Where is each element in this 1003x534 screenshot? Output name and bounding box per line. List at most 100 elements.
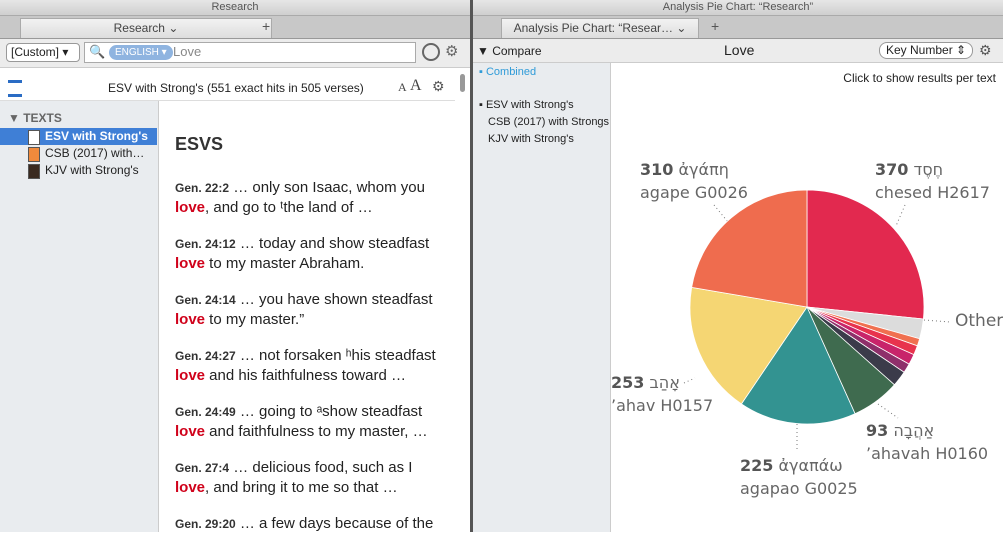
result-ref: Gen. 27:4: [175, 461, 230, 475]
result-ref: Gen. 24:49: [175, 405, 236, 419]
results-pane: ESVS: [159, 101, 455, 532]
result-before: … a few days because of the: [239, 515, 434, 532]
compare-item-label: CSB (2017) with Strongs: [488, 116, 610, 128]
text-item[interactable]: CSB (2017) with…: [0, 145, 157, 162]
search-box[interactable]: 🔍 ENGLISH ▾ Love: [84, 42, 416, 63]
result-header: ESV with Strong's (551 exact hits in 505…: [0, 74, 455, 101]
slice-word: אָהַב: [649, 373, 680, 392]
slice-gloss: ’ahav H0157: [611, 396, 714, 415]
result-hit[interactable]: love: [175, 199, 206, 216]
tab-label: Research: [113, 21, 165, 35]
result-after: , and go to ᵗthe land of …: [205, 199, 373, 216]
slice-word: חֶסֶד: [913, 160, 944, 179]
compare-item[interactable]: KJV with Strong's: [488, 133, 574, 145]
font-larger[interactable]: A: [410, 77, 422, 94]
result[interactable]: Gen. 24:49 … going to ᵃshow steadfast lov…: [175, 402, 450, 442]
result[interactable]: Gen. 24:27 … not forsaken ʰhis steadfast…: [175, 346, 450, 386]
result-hit[interactable]: love: [175, 479, 206, 496]
text-item-label: ESV with Strong's: [45, 129, 148, 143]
book-icon: [28, 164, 40, 179]
font-smaller[interactable]: A: [398, 80, 407, 94]
tab-bar: Research ⌄ +: [0, 16, 470, 39]
compare-toggle[interactable]: ▼ Compare: [477, 44, 542, 58]
slice-label: 310 ἀγάπη: [640, 160, 729, 179]
result-summary: ESV with Strong's (551 exact hits in 505…: [108, 81, 364, 95]
result-hit[interactable]: love: [175, 423, 206, 440]
text-item[interactable]: KJV with Strong's: [0, 162, 157, 179]
slice-gloss: ’ahavah H0160: [866, 444, 989, 463]
result-after: to my master.”: [205, 311, 305, 328]
share-button[interactable]: ⚙: [445, 43, 459, 60]
result[interactable]: Gen. 29:20 … a few days because of the: [175, 514, 450, 534]
sort-button[interactable]: Key Number ⇕: [879, 42, 974, 59]
slice-count: 225: [740, 456, 774, 475]
left-pane: Research Research ⌄ + [Custom] ▾ 🔍 ENGLI…: [0, 0, 470, 532]
result[interactable]: Gen. 24:14 … you have shown steadfast lov…: [175, 290, 450, 330]
toolbar: ▼ Compare Love Key Number ⇕ ⚙: [473, 39, 1003, 63]
slice-label: 225 ἀγαπάω: [740, 456, 843, 475]
list-icon[interactable]: [8, 80, 22, 97]
window-title: Analysis Pie Chart: “Research”: [473, 0, 1003, 16]
tab[interactable]: Research ⌄: [20, 18, 272, 38]
result-hit[interactable]: love: [175, 255, 206, 272]
language-label: ENGLISH: [115, 47, 159, 58]
tab[interactable]: Analysis Pie Chart: “Resear… ⌄: [501, 18, 699, 38]
slice-label: 93 אַהֲבָה: [866, 421, 934, 440]
result-after: and his faithfulness toward …: [205, 367, 406, 384]
scrollbar[interactable]: [460, 74, 465, 92]
layout-menu[interactable]: [Custom] ▾: [6, 43, 80, 62]
result-before: … not forsaken ʰhis steadfast: [239, 347, 436, 364]
result-hit[interactable]: love: [175, 367, 206, 384]
compare-label: Compare: [492, 44, 542, 58]
slice-label: Other: [955, 311, 1003, 331]
sidebar-heading-text: TEXTS: [23, 111, 62, 125]
search-icon: 🔍: [89, 44, 106, 59]
slice-count: 93: [866, 421, 889, 440]
result-ref: Gen. 22:2: [175, 181, 230, 195]
slice-count: 253: [611, 373, 645, 392]
tab-label: Analysis Pie Chart: “Resear…: [513, 21, 673, 35]
search-query: Love: [173, 44, 202, 59]
result-ref: Gen. 24:12: [175, 237, 236, 251]
result[interactable]: Gen. 22:2 … only son Isaac, whom you love…: [175, 178, 450, 218]
result-after: to my master Abraham.: [205, 255, 365, 272]
hint: Click to show results per text: [843, 71, 996, 85]
compare-item[interactable]: CSB (2017) with Strongs: [488, 116, 609, 128]
settings[interactable]: ⚙: [979, 42, 992, 58]
compare-item[interactable]: ▪ ESV with Strong's: [479, 99, 574, 111]
compare-sidebar: ▪ Combined ▪ ESV with Strong's CSB (2017)…: [473, 63, 611, 532]
search-button[interactable]: [422, 43, 440, 61]
slice-word: ἀγαπάω: [778, 456, 843, 475]
slice-word: אַהֲבָה: [893, 421, 935, 440]
slice-word: ἀγάπη: [678, 160, 729, 179]
settings[interactable]: ⚙: [432, 78, 445, 94]
language-pill[interactable]: ENGLISH ▾: [109, 45, 173, 60]
combined[interactable]: ▪ Combined: [479, 66, 537, 78]
result-hit[interactable]: love: [175, 311, 206, 328]
window-title: Research: [0, 0, 470, 16]
right-pane: Analysis Pie Chart: “Research” Analysis …: [473, 0, 1003, 532]
compare-item-label: ESV with Strong's: [485, 99, 574, 111]
slice-count: 370: [875, 160, 909, 179]
result-before: … today and show steadfast: [239, 235, 430, 252]
result-before: … delicious food, such as I: [233, 459, 413, 476]
sidebar: ▼ TEXTS ESV with Strong's CSB (2017) with…: [0, 101, 159, 532]
sort-label: Key Number: [886, 43, 953, 57]
slice-label: 370 חֶסֶד: [875, 160, 943, 179]
new-tab[interactable]: +: [711, 18, 720, 34]
book-icon: [28, 130, 40, 145]
new-tab[interactable]: +: [262, 18, 271, 34]
layout-menu-label: [Custom]: [11, 45, 60, 59]
slice-gloss: agapao G0025: [740, 479, 858, 498]
slice-label: 253 אָהַב: [611, 373, 680, 392]
sidebar-heading[interactable]: ▼ TEXTS: [8, 111, 62, 125]
results-heading: ESVS: [175, 134, 224, 154]
result-before: … going to ᵃshow steadfast: [239, 403, 423, 420]
result-after: and faithfulness to my master, …: [205, 423, 428, 440]
result[interactable]: Gen. 24:12 … today and show steadfast lov…: [175, 234, 450, 274]
text-item[interactable]: ESV with Strong's: [0, 128, 157, 145]
combined-label: Combined: [485, 66, 537, 78]
result-ref: Gen. 29:20: [175, 517, 236, 531]
result[interactable]: Gen. 27:4 … delicious food, such as I lov…: [175, 458, 450, 498]
